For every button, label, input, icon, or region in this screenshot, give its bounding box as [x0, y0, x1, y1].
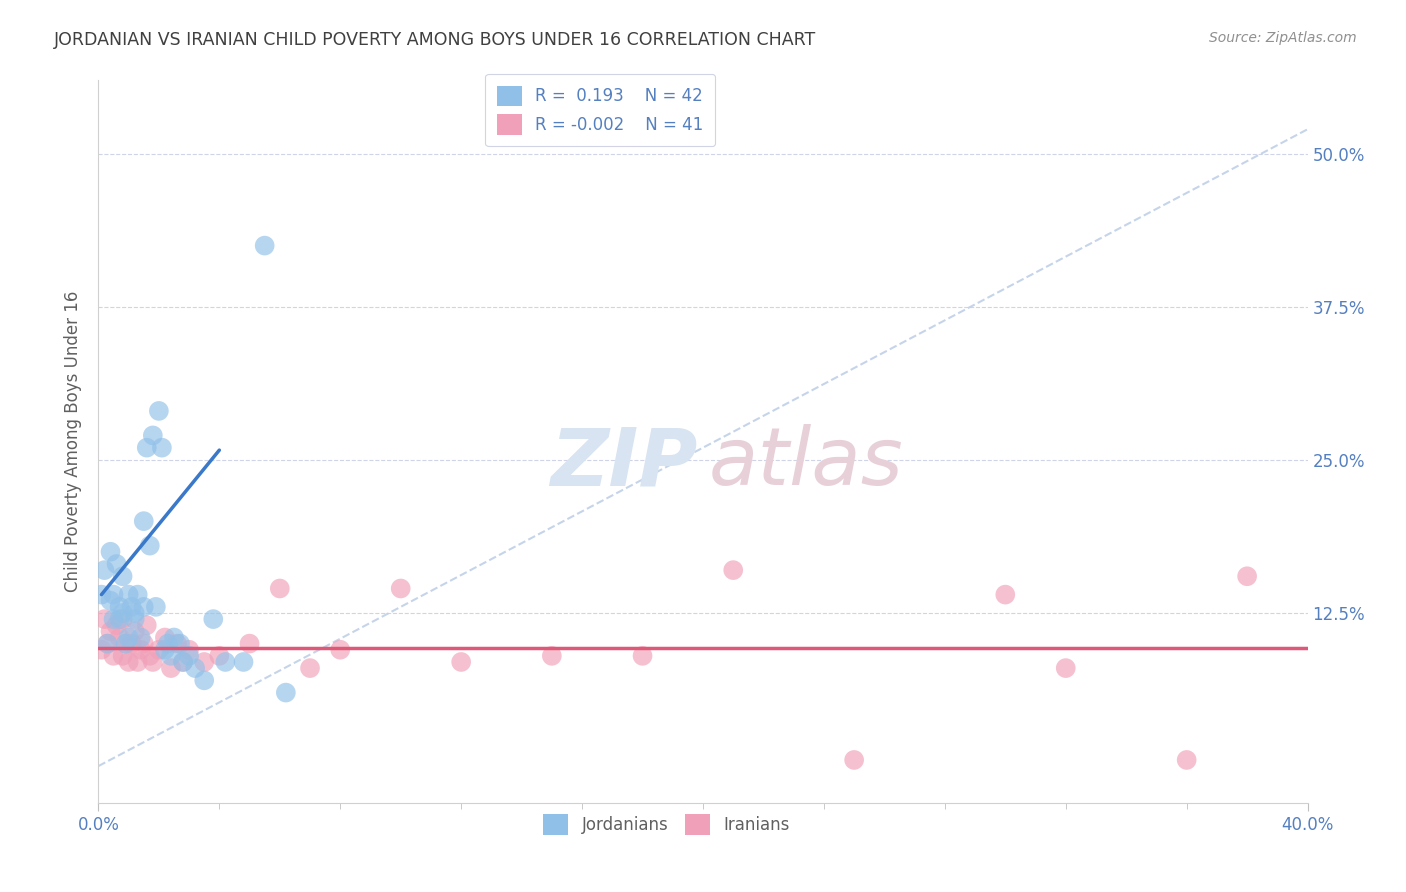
Point: [103, 648, 125, 663]
Point: [142, 428, 165, 442]
Point: [214, 655, 236, 669]
Point: [121, 599, 143, 614]
Point: [153, 642, 176, 657]
Point: [118, 655, 141, 669]
Point: [124, 624, 146, 639]
Point: [108, 631, 131, 645]
Point: [631, 648, 654, 663]
Point: [121, 637, 143, 651]
Text: atlas: atlas: [709, 425, 904, 502]
Point: [129, 642, 152, 657]
Point: [274, 685, 297, 699]
Point: [389, 582, 412, 596]
Point: [90, 588, 112, 602]
Point: [103, 588, 125, 602]
Point: [114, 637, 136, 651]
Point: [105, 618, 128, 632]
Point: [163, 631, 186, 645]
Point: [142, 655, 165, 669]
Point: [93, 612, 115, 626]
Point: [139, 648, 162, 663]
Point: [132, 514, 155, 528]
Point: [150, 441, 173, 455]
Point: [124, 606, 146, 620]
Point: [111, 569, 134, 583]
Point: [132, 637, 155, 651]
Point: [723, 563, 745, 577]
Point: [145, 599, 167, 614]
Point: [208, 648, 231, 663]
Point: [232, 655, 254, 669]
Point: [172, 655, 194, 669]
Text: Source: ZipAtlas.com: Source: ZipAtlas.com: [1209, 31, 1357, 45]
Point: [299, 661, 322, 675]
Point: [132, 599, 155, 614]
Point: [540, 648, 562, 663]
Point: [90, 642, 112, 657]
Point: [93, 563, 115, 577]
Point: [160, 648, 183, 663]
Point: [118, 588, 141, 602]
Point: [160, 661, 183, 675]
Point: [135, 441, 157, 455]
Point: [108, 612, 131, 626]
Point: [111, 612, 134, 626]
Point: [1175, 753, 1198, 767]
Text: JORDANIAN VS IRANIAN CHILD POVERTY AMONG BOYS UNDER 16 CORRELATION CHART: JORDANIAN VS IRANIAN CHILD POVERTY AMONG…: [53, 31, 815, 49]
Point: [994, 588, 1017, 602]
Point: [108, 599, 131, 614]
Point: [96, 637, 118, 651]
Point: [100, 624, 122, 639]
Point: [156, 637, 179, 651]
Point: [172, 655, 194, 669]
Point: [450, 655, 472, 669]
Y-axis label: Child Poverty Among Boys Under 16: Child Poverty Among Boys Under 16: [65, 291, 83, 592]
Text: ZIP: ZIP: [550, 425, 697, 502]
Point: [329, 642, 352, 657]
Legend: Jordanians, Iranians: Jordanians, Iranians: [537, 808, 797, 841]
Point: [179, 642, 201, 657]
Point: [139, 539, 162, 553]
Point: [184, 661, 207, 675]
Point: [103, 612, 125, 626]
Point: [239, 637, 262, 651]
Point: [100, 593, 122, 607]
Point: [124, 612, 146, 626]
Point: [148, 642, 170, 657]
Point: [105, 557, 128, 571]
Point: [148, 404, 170, 418]
Point: [127, 588, 149, 602]
Point: [166, 637, 188, 651]
Point: [1236, 569, 1258, 583]
Point: [96, 637, 118, 651]
Point: [193, 673, 215, 688]
Point: [269, 582, 291, 596]
Point: [153, 631, 176, 645]
Point: [1054, 661, 1077, 675]
Point: [114, 637, 136, 651]
Point: [202, 612, 225, 626]
Point: [127, 655, 149, 669]
Point: [118, 631, 141, 645]
Point: [193, 655, 215, 669]
Point: [129, 631, 152, 645]
Point: [100, 545, 122, 559]
Point: [111, 648, 134, 663]
Point: [111, 606, 134, 620]
Point: [135, 618, 157, 632]
Point: [253, 238, 276, 252]
Point: [844, 753, 866, 767]
Point: [179, 648, 201, 663]
Point: [169, 637, 191, 651]
